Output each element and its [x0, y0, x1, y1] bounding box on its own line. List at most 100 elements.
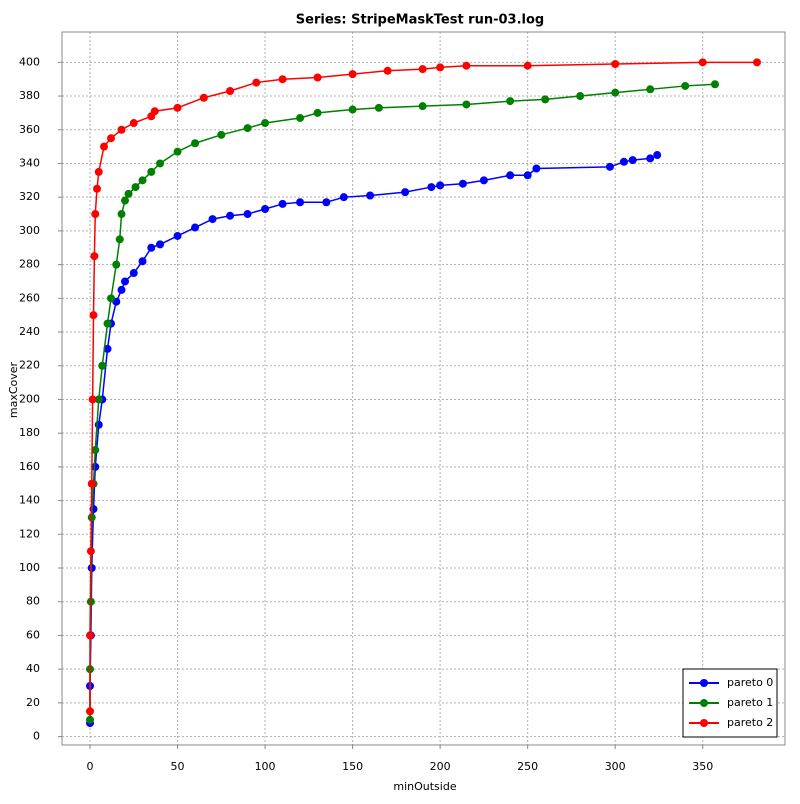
- data-point: [278, 75, 287, 84]
- data-point: [117, 210, 126, 219]
- data-point: [628, 156, 637, 165]
- data-point: [752, 58, 761, 67]
- data-point: [107, 294, 116, 303]
- x-tick-label: 0: [87, 760, 94, 773]
- y-tick-label: 340: [19, 156, 40, 169]
- data-point: [619, 157, 628, 166]
- y-tick-label: 260: [19, 291, 40, 304]
- legend-marker: [700, 719, 708, 727]
- legend-label: pareto 0: [727, 676, 773, 689]
- y-tick-label: 100: [19, 561, 40, 574]
- data-point: [401, 188, 410, 197]
- y-tick-label: 300: [19, 224, 40, 237]
- data-point: [541, 95, 550, 104]
- data-point: [646, 85, 655, 94]
- data-point: [313, 73, 322, 82]
- data-point: [261, 119, 270, 128]
- y-tick-label: 360: [19, 123, 40, 136]
- data-point: [348, 70, 357, 79]
- data-point: [322, 198, 331, 207]
- data-point: [506, 171, 515, 180]
- data-point: [681, 81, 690, 90]
- data-point: [366, 191, 375, 200]
- data-point: [653, 151, 662, 160]
- data-point: [427, 183, 436, 192]
- data-point: [296, 113, 305, 122]
- data-point: [173, 147, 182, 156]
- y-axis-label: maxCover: [7, 361, 20, 418]
- y-tick-label: 80: [26, 595, 40, 608]
- data-point: [121, 196, 130, 205]
- data-point: [86, 707, 95, 716]
- data-point: [339, 193, 348, 202]
- data-point: [103, 344, 112, 353]
- data-point: [191, 139, 200, 148]
- data-point: [418, 65, 427, 74]
- legend-label: pareto 2: [727, 716, 773, 729]
- y-tick-label: 60: [26, 628, 40, 641]
- data-point: [94, 420, 103, 429]
- data-point: [103, 319, 112, 328]
- data-point: [86, 547, 95, 556]
- data-point: [532, 164, 541, 173]
- data-point: [313, 108, 322, 117]
- data-point: [698, 58, 707, 67]
- data-point: [576, 92, 585, 101]
- data-point: [348, 105, 357, 114]
- y-tick-label: 0: [33, 730, 40, 743]
- data-point: [87, 479, 96, 488]
- data-point: [100, 142, 109, 151]
- legend-marker: [700, 699, 708, 707]
- x-tick-label: 350: [692, 760, 713, 773]
- x-tick-label: 200: [430, 760, 451, 773]
- data-point: [611, 60, 620, 69]
- data-point: [199, 93, 208, 102]
- x-tick-label: 250: [517, 760, 538, 773]
- data-point: [150, 107, 159, 116]
- data-point: [115, 235, 124, 244]
- y-tick-label: 160: [19, 460, 40, 473]
- data-point: [523, 171, 532, 180]
- data-point: [261, 204, 270, 213]
- data-point: [89, 311, 98, 320]
- data-point: [383, 66, 392, 75]
- x-tick-label: 300: [605, 760, 626, 773]
- data-point: [191, 223, 200, 232]
- y-tick-label: 380: [19, 89, 40, 102]
- legend: pareto 0 pareto 1 pareto 2: [682, 668, 778, 738]
- y-tick-label: 200: [19, 392, 40, 405]
- data-point: [173, 103, 182, 112]
- data-point: [226, 86, 235, 95]
- data-point: [147, 243, 156, 252]
- data-point: [156, 240, 165, 249]
- plot-frame: [61, 31, 786, 746]
- y-tick-label: 180: [19, 426, 40, 439]
- legend-label: pareto 1: [727, 696, 773, 709]
- data-point: [88, 395, 97, 404]
- chart-title: Series: StripeMaskTest run-03.log: [296, 13, 544, 28]
- data-point: [90, 252, 99, 261]
- data-point: [374, 103, 383, 112]
- data-point: [94, 167, 103, 176]
- y-tick-label: 20: [26, 696, 40, 709]
- data-point: [117, 285, 126, 294]
- data-point: [129, 269, 138, 278]
- data-point: [91, 462, 100, 471]
- data-point: [243, 210, 252, 219]
- data-point: [479, 176, 488, 185]
- y-tick-label: 40: [26, 662, 40, 675]
- data-point: [91, 210, 100, 219]
- data-point: [156, 159, 165, 168]
- data-point: [124, 189, 133, 198]
- data-point: [611, 88, 620, 97]
- data-point: [93, 184, 102, 193]
- data-point: [523, 61, 532, 70]
- data-point: [418, 102, 427, 111]
- data-point: [462, 100, 471, 109]
- data-point: [436, 63, 445, 72]
- y-tick-label: 120: [19, 527, 40, 540]
- data-point: [112, 260, 121, 269]
- data-point: [278, 199, 287, 208]
- data-point: [646, 154, 655, 163]
